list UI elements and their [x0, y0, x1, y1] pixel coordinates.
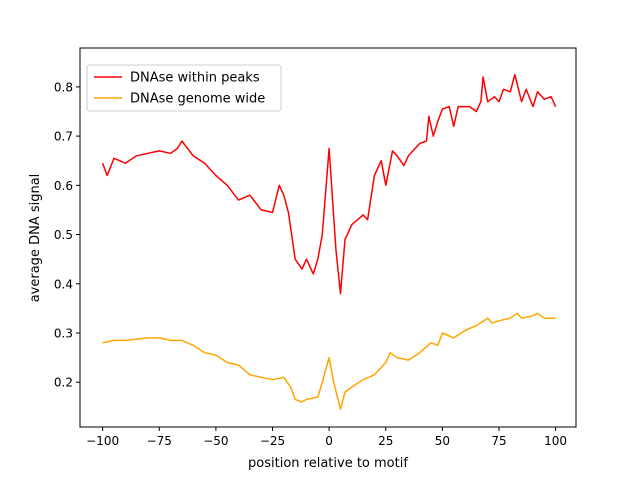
- series-line-1: [102, 312, 556, 411]
- y-tick-label: 0.2: [54, 376, 73, 390]
- legend-label-genome-wide: DNAse genome wide: [130, 92, 265, 107]
- y-tick-label: 0.5: [54, 228, 73, 242]
- x-axis: −100 −75 −50 −25 0 25 50 75 100: [86, 427, 567, 448]
- plot-frame: [79, 47, 577, 428]
- x-axis-label: position relative to motif: [248, 456, 408, 471]
- y-tick-label: 0.3: [54, 326, 73, 340]
- series-line-0: [101, 73, 557, 295]
- legend: DNAse within peaks DNAse genome wide: [86, 64, 282, 112]
- y-axis: 0.2 0.3 0.4 0.5 0.6 0.7 0.8: [54, 80, 80, 390]
- x-tick-label: −75: [147, 434, 172, 448]
- series-layer: [101, 73, 557, 411]
- x-tick-label: 25: [378, 434, 393, 448]
- y-tick-label: 0.4: [54, 277, 73, 291]
- x-tick-label: 0: [325, 434, 333, 448]
- x-tick-label: −50: [203, 434, 228, 448]
- x-tick-label: 50: [435, 434, 450, 448]
- legend-box: [86, 64, 282, 112]
- legend-label-within-peaks: DNAse within peaks: [130, 71, 260, 86]
- x-tick-label: −25: [260, 434, 285, 448]
- y-tick-label: 0.6: [54, 179, 73, 193]
- y-tick-label: 0.8: [54, 80, 73, 94]
- y-axis-label: average DNA signal: [28, 174, 43, 303]
- x-tick-label: 100: [544, 434, 567, 448]
- x-tick-label: 75: [491, 434, 506, 448]
- x-tick-label: −100: [86, 434, 119, 448]
- y-tick-label: 0.7: [54, 130, 73, 144]
